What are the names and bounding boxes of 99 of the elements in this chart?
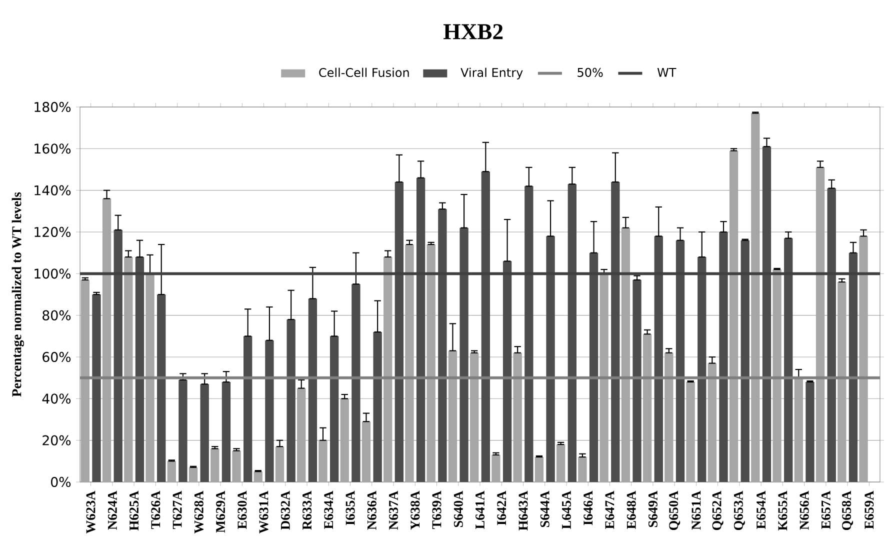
bar xyxy=(611,182,620,482)
bar xyxy=(254,472,262,482)
x-tick-label: Y638A xyxy=(410,490,420,530)
x-tick-label: R633A xyxy=(302,490,312,530)
x-tick-label: D632A xyxy=(280,490,290,530)
bar xyxy=(394,182,404,482)
x-tick-label: T639A xyxy=(432,490,442,530)
x-tick-label: N637A xyxy=(389,490,398,530)
bar xyxy=(481,172,490,482)
bar xyxy=(578,456,587,482)
x-tick-label: I646A xyxy=(584,490,593,526)
bar xyxy=(210,448,220,482)
bar xyxy=(827,188,836,482)
x-tick-label: N624A xyxy=(108,490,117,530)
x-tick-label: N636A xyxy=(367,490,376,530)
y-tick-label: 140% xyxy=(34,185,71,196)
bar xyxy=(308,298,318,482)
legend-label: Viral Entry xyxy=(460,68,523,80)
x-tick-label: Q658A xyxy=(842,490,854,530)
bar xyxy=(114,230,122,482)
y-tick-label: 20% xyxy=(42,435,71,446)
x-tick-label: I635A xyxy=(346,490,355,526)
bar xyxy=(806,382,814,482)
x-tick-label: T626A xyxy=(151,490,160,530)
y-tick-label: 0% xyxy=(51,476,71,488)
bar xyxy=(719,232,728,482)
bar xyxy=(502,261,512,482)
legend-label: Cell-Cell Fusion xyxy=(319,68,409,78)
y-tick-label: 180% xyxy=(34,102,71,112)
x-tick-label: T627A xyxy=(172,490,182,530)
bar xyxy=(188,467,198,482)
bar xyxy=(534,456,544,482)
bar xyxy=(157,294,166,482)
x-tick-label: S649A xyxy=(648,490,658,528)
bar xyxy=(524,186,534,482)
x-tick-label: H643A xyxy=(518,490,528,530)
chart-title: HXB2 xyxy=(444,24,503,40)
bar xyxy=(676,240,685,482)
x-tick-label: E659A xyxy=(864,490,874,529)
bar xyxy=(632,280,642,482)
bar xyxy=(762,146,772,482)
x-tick-label: H625A xyxy=(130,490,139,530)
bar xyxy=(698,256,706,482)
y-tick-label: 80% xyxy=(42,310,71,320)
x-tick-label: E634A xyxy=(324,490,334,529)
legend-label: WT xyxy=(657,68,676,77)
x-tick-label: L641A xyxy=(476,490,484,529)
bar xyxy=(275,446,284,482)
bar xyxy=(352,284,360,482)
x-tick-label: K655A xyxy=(778,490,788,530)
bar xyxy=(222,382,231,482)
bar xyxy=(460,228,468,482)
x-tick-label: I642A xyxy=(497,490,506,526)
x-tick-label: S644A xyxy=(540,490,550,528)
x-tick-label: E648A xyxy=(626,490,636,529)
x-tick-label: W623A xyxy=(86,490,96,534)
bar xyxy=(416,178,426,482)
bar xyxy=(232,450,241,482)
x-tick-label: Q652A xyxy=(712,490,724,530)
y-tick-label: 160% xyxy=(34,144,71,154)
bar xyxy=(654,236,663,482)
x-tick-label: E647A xyxy=(605,490,614,529)
bar xyxy=(265,340,274,482)
x-tick-label: N656A xyxy=(800,490,809,530)
x-tick-label: E654A xyxy=(756,490,766,529)
x-tick-label: N651A xyxy=(692,490,701,530)
x-tick-label: L645A xyxy=(562,490,571,529)
bar xyxy=(200,384,209,482)
bar xyxy=(589,252,598,482)
bar xyxy=(178,380,188,482)
bar xyxy=(244,336,252,482)
bar xyxy=(286,319,296,482)
bar xyxy=(784,238,793,482)
x-tick-label: S640A xyxy=(454,490,463,528)
bar xyxy=(848,252,858,482)
bar xyxy=(492,454,500,482)
y-tick-label: 40% xyxy=(42,394,71,404)
bar xyxy=(556,444,566,482)
bar xyxy=(135,256,144,482)
bar xyxy=(373,332,382,482)
legend-label: 50% xyxy=(578,68,603,77)
bar xyxy=(167,461,176,482)
bar xyxy=(92,294,101,482)
x-tick-label: M629A xyxy=(216,490,226,533)
y-tick-label: 60% xyxy=(42,352,71,362)
y-tick-label: 100% xyxy=(34,268,71,279)
bar xyxy=(546,236,555,482)
bar xyxy=(438,209,447,482)
x-tick-label: Q650A xyxy=(669,490,680,530)
y-axis-title: Percentage normalized to WT levels xyxy=(12,192,24,397)
bar xyxy=(740,240,750,482)
bar xyxy=(330,336,339,482)
x-tick-label: W631A xyxy=(259,490,268,534)
x-tick-label: W628A xyxy=(194,490,204,534)
bar xyxy=(568,184,576,482)
x-tick-label: E657A xyxy=(821,490,830,529)
y-tick-label: 120% xyxy=(34,226,71,238)
x-tick-label: E630A xyxy=(238,490,247,529)
x-tick-label: Q653A xyxy=(734,490,745,530)
